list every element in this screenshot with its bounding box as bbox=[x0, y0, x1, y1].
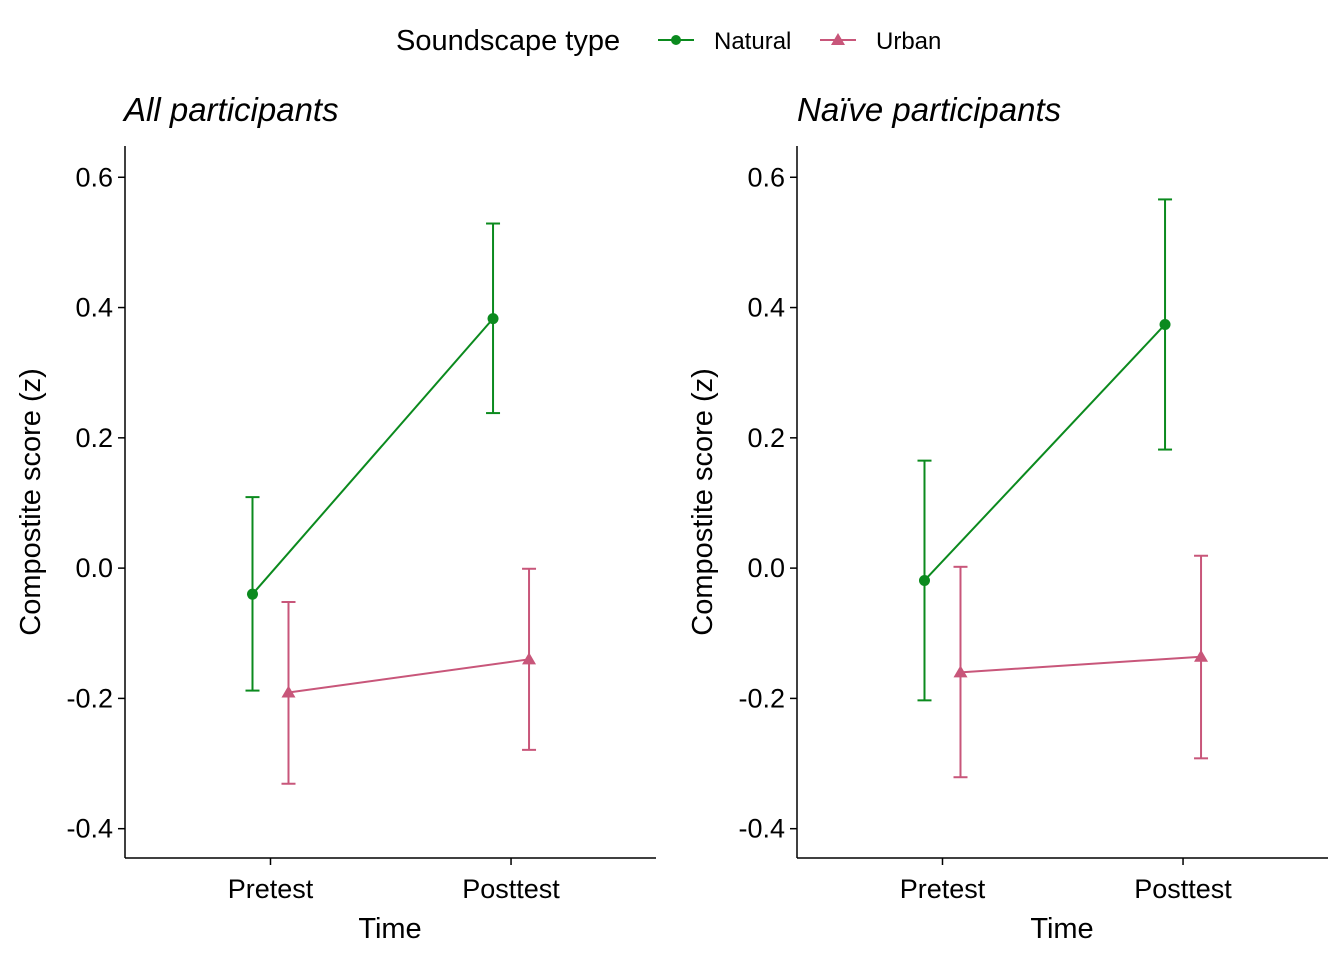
natural-series-line bbox=[923, 323, 1166, 582]
y-tick-label: 0.4 bbox=[747, 293, 785, 323]
y-tick-label: -0.4 bbox=[66, 814, 113, 844]
panel-title: All participants bbox=[122, 91, 339, 128]
panel-all-participants: All participants -0.4 -0.2 0.0 0.2 0.4 0.6 Pr… bbox=[15, 91, 656, 945]
x-tick-label: Pretest bbox=[228, 874, 314, 904]
legend-key-urban-marker bbox=[831, 33, 845, 45]
panel-title: Naïve participants bbox=[797, 91, 1061, 128]
legend-label-urban: Urban bbox=[876, 28, 941, 55]
y-tick-label: 0.6 bbox=[747, 162, 785, 192]
urban-series-line bbox=[288, 658, 530, 694]
urban-point bbox=[953, 665, 968, 678]
legend-title: Soundscape type bbox=[396, 25, 620, 57]
legend-item-natural: Natural bbox=[658, 28, 791, 55]
x-axis-title: Time bbox=[358, 913, 421, 945]
y-tick-label: 0.0 bbox=[75, 553, 113, 583]
natural-series-line bbox=[251, 317, 494, 595]
natural-point bbox=[1159, 318, 1171, 330]
y-axis-title: Compostite score (z) bbox=[15, 368, 47, 636]
y-tick-label: -0.4 bbox=[738, 814, 785, 844]
y-tick-label: 0.2 bbox=[747, 423, 785, 453]
natural-point bbox=[918, 574, 930, 586]
natural-point bbox=[487, 313, 499, 325]
y-tick-label: 0.2 bbox=[75, 423, 113, 453]
x-axis-title: Time bbox=[1030, 913, 1093, 945]
legend: Soundscape type Natural Urban bbox=[396, 25, 941, 57]
y-axis-title: Compostite score (z) bbox=[687, 368, 719, 636]
y-tick-label: 0.0 bbox=[747, 553, 785, 583]
legend-key-natural-marker bbox=[671, 35, 681, 45]
x-tick-label: Posttest bbox=[462, 874, 560, 904]
legend-label-natural: Natural bbox=[714, 28, 791, 55]
urban-point bbox=[1194, 649, 1209, 662]
urban-point bbox=[522, 652, 537, 665]
natural-point bbox=[246, 588, 258, 600]
y-tick-label: -0.2 bbox=[738, 683, 785, 713]
y-tick-label: 0.4 bbox=[75, 293, 113, 323]
y-tick-label: -0.2 bbox=[66, 683, 113, 713]
urban-series-line bbox=[960, 655, 1202, 674]
panel-naive-participants: Naïve participants -0.4-0.20.00.20.40.6 … bbox=[687, 91, 1328, 945]
x-tick-label: Posttest bbox=[1134, 874, 1232, 904]
legend-item-urban: Urban bbox=[820, 28, 941, 55]
urban-point bbox=[281, 685, 296, 698]
y-tick-label: 0.6 bbox=[75, 162, 113, 192]
x-tick-label: Pretest bbox=[900, 874, 986, 904]
